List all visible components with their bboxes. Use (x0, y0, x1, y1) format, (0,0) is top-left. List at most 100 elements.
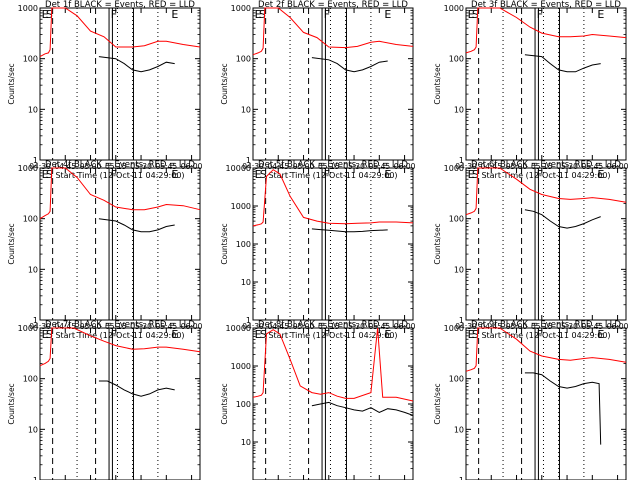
event-annotation: F (537, 8, 543, 21)
x-tick-label: 05:15 (531, 162, 553, 171)
y-tick-label: 1 (33, 476, 38, 480)
x-tick-label: 04:45 (267, 162, 289, 171)
detector-plot-8: Det 8f BLACK = Events, RED = LLD 10 100 100… (220, 320, 414, 480)
x-tick-label: 05:45 (582, 322, 604, 331)
lld-series-line (39, 327, 201, 367)
event-annotation: E (42, 328, 49, 341)
x-tick-label: 04:30 (242, 162, 264, 171)
y-tick-label: 100 (449, 375, 464, 384)
x-tick-label: 06:00 (394, 162, 416, 171)
plot-frame (39, 327, 201, 480)
event-annotation: S (260, 328, 267, 341)
event-annotation: E (384, 168, 391, 181)
y-tick-label: 1 (459, 476, 464, 480)
event-annotation: S (46, 168, 53, 181)
plot-title: Det 9f BLACK = Events, RED = LLD (471, 320, 621, 330)
event-annotation: S (259, 8, 266, 21)
x-tick-label: 04:30 (242, 322, 264, 331)
event-annotation: F (111, 8, 117, 21)
x-tick-label: 04:30 (455, 322, 477, 331)
y-tick-label: 100 (236, 400, 251, 409)
x-tick-label: 05:45 (369, 322, 391, 331)
x-tick-label: 05:30 (343, 322, 365, 331)
lld-series-line (39, 7, 201, 58)
event-annotation: E (468, 328, 475, 341)
x-tick-label: 05:30 (130, 322, 152, 331)
x-tick-label: 06:00 (607, 322, 629, 331)
x-tick-label: 04:30 (29, 162, 51, 171)
y-axis-label: Counts/sec (433, 383, 442, 424)
event-annotation: E (468, 8, 475, 21)
event-annotation: S (260, 168, 267, 181)
events-series-line (311, 401, 414, 416)
y-tick-label: 10 (28, 425, 38, 434)
event-annotation: E (42, 8, 49, 21)
event-annotation: F (537, 328, 543, 341)
y-axis-label: Counts/sec (220, 383, 229, 424)
y-tick-label: 1 (246, 316, 251, 325)
y-tick-label: 10 (454, 425, 464, 434)
event-annotation: E (384, 8, 391, 21)
y-axis-label: Counts/sec (7, 383, 16, 424)
event-annotation: E (597, 8, 604, 21)
x-axis-label: Start Time (12-Oct-11 04:29:00) (55, 171, 184, 180)
plot-title: Det 7f BLACK = Events, RED = LLD (45, 320, 195, 330)
event-annotation: E (597, 168, 604, 181)
y-tick-label: 100 (23, 375, 38, 384)
x-axis-label: Start Time (12-Oct-11 04:29:00) (268, 171, 397, 180)
x-axis-label: Start Time (12-Oct-11 04:29:00) (268, 331, 397, 340)
lld-series-line (465, 167, 627, 216)
x-tick-label: 05:00 (80, 162, 102, 171)
y-tick-label: 1000 (231, 202, 251, 211)
x-tick-label: 04:30 (29, 322, 51, 331)
detector-plot-5: Det 5f BLACK = Events, RED = LLD 1 10 100 10… (220, 160, 416, 340)
y-tick-label: 10 (454, 105, 464, 114)
x-tick-label: 05:30 (130, 162, 152, 171)
lld-series-line (465, 7, 627, 54)
x-tick-label: 06:00 (607, 162, 629, 171)
y-tick-label: 1 (33, 156, 38, 165)
lld-series-line (252, 169, 414, 227)
x-tick-label: 04:45 (267, 322, 289, 331)
x-tick-label: 05:15 (318, 322, 340, 331)
events-series-line (98, 56, 175, 73)
plot-frame (39, 167, 201, 321)
event-annotation: E (597, 328, 604, 341)
x-tick-label: 05:15 (531, 322, 553, 331)
y-tick-label: 1000 (18, 324, 38, 333)
x-axis-label: Start Time (12-Oct-11 04:29:00) (481, 331, 610, 340)
event-annotation: E (171, 328, 178, 341)
lld-series-line (252, 327, 414, 402)
event-annotation: S (46, 328, 53, 341)
y-tick-label: 10 (241, 105, 251, 114)
y-tick-label: 1000 (18, 4, 38, 13)
plot-title: Det 6f BLACK = Events, RED = LLD (471, 160, 621, 170)
y-tick-label: 100 (23, 55, 38, 64)
event-annotation: S (472, 8, 479, 21)
event-annotation: E (171, 8, 178, 21)
y-tick-label: 10 (241, 278, 251, 287)
event-annotation: E (255, 168, 262, 181)
detector-plot-7: Det 7f BLACK = Events, RED = LLD 1 10 100 10… (7, 320, 201, 480)
x-tick-label: 05:15 (105, 322, 127, 331)
y-tick-label: 100 (236, 55, 251, 64)
x-tick-label: 05:00 (506, 322, 528, 331)
y-tick-label: 100 (23, 215, 38, 224)
x-tick-label: 05:00 (506, 162, 528, 171)
lld-series-line (39, 167, 201, 220)
x-tick-label: 06:00 (394, 322, 416, 331)
events-series-line (311, 228, 388, 233)
plot-title: Det 2f BLACK = Events, RED = LLD (258, 0, 408, 10)
x-tick-label: 05:30 (556, 162, 578, 171)
plot-frame (39, 7, 201, 161)
events-series-line (524, 372, 602, 445)
x-axis-label: Start Time (12-Oct-11 04:29:00) (55, 331, 184, 340)
x-axis-label: Start Time (12-Oct-11 04:29:00) (481, 171, 610, 180)
detector-plot-2: Det 2f BLACK = Events, RED = LLD 1 10 100 10… (220, 0, 416, 180)
event-annotation: E (171, 168, 178, 181)
events-series-line (98, 218, 175, 233)
y-tick-label: 1 (246, 156, 251, 165)
y-tick-label: 100 (449, 215, 464, 224)
plot-title: Det 8f BLACK = Events, RED = LLD (258, 320, 408, 330)
plot-frame (465, 167, 627, 321)
